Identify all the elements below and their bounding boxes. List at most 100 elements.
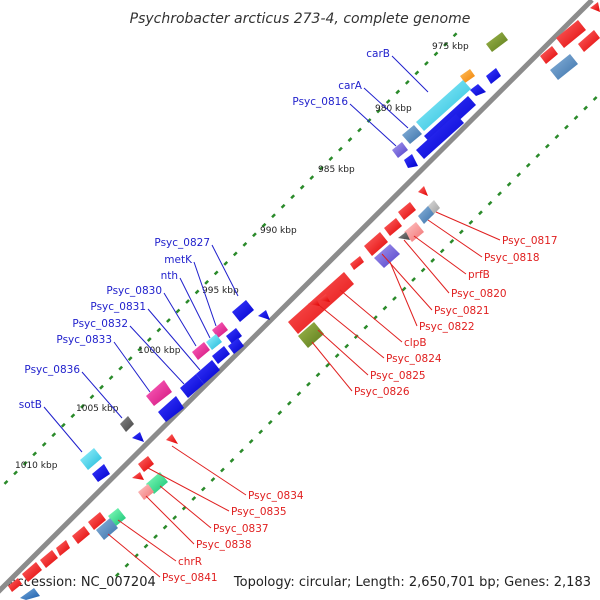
gene-carA[interactable]	[402, 125, 422, 144]
gene-Psyc_0831[interactable]	[196, 360, 220, 384]
gene-red-0818[interactable]	[398, 202, 416, 220]
gene-red-bl-4[interactable]	[40, 550, 58, 568]
tick-mark	[583, 105, 588, 111]
tick-mark	[535, 153, 541, 159]
tick-track-outer	[3, 32, 458, 485]
gene-Psyc_0816[interactable]	[392, 142, 408, 158]
label-Psyc_0825[interactable]: Psyc_0825	[370, 370, 426, 382]
gene-Psyc_0827[interactable]	[232, 300, 254, 322]
tick-mark	[395, 89, 401, 95]
tick-mark	[439, 248, 445, 254]
label-Psyc_0831[interactable]: Psyc_0831	[90, 301, 146, 313]
label-Psyc_0824[interactable]: Psyc_0824	[386, 353, 442, 365]
gene-Psyc_0822[interactable]	[374, 244, 400, 268]
label-nth[interactable]: nth	[161, 270, 178, 282]
label-sotB[interactable]: sotB	[19, 399, 42, 411]
label-Psyc_0820[interactable]: Psyc_0820	[451, 288, 507, 300]
label-Psyc_0817[interactable]: Psyc_0817	[502, 235, 558, 247]
label-Psyc_0822[interactable]: Psyc_0822	[419, 321, 475, 333]
gene-red-tr-2[interactable]	[540, 46, 558, 64]
gene-Psyc_0834[interactable]	[166, 434, 178, 444]
label-chrR[interactable]: chrR	[178, 556, 202, 568]
tick-mark	[267, 419, 273, 425]
label-prfB[interactable]: prfB	[468, 269, 490, 281]
gene-Psyc_0836[interactable]	[120, 416, 134, 432]
scale-label-985: 985 kbp	[318, 165, 355, 175]
gene-prfB[interactable]	[404, 222, 424, 242]
label-Psyc_0835[interactable]: Psyc_0835	[231, 506, 287, 518]
label-Psyc_0830[interactable]: Psyc_0830	[106, 285, 162, 297]
scale-label-990: 990 kbp	[260, 226, 297, 236]
gene-red-tr-4[interactable]	[590, 2, 600, 12]
gene-red-tr-3[interactable]	[578, 30, 600, 52]
label-Psyc_0836[interactable]: Psyc_0836	[24, 364, 80, 376]
label-clpB[interactable]: clpB	[404, 337, 427, 349]
gene-steel-tr[interactable]	[550, 54, 578, 80]
gene-clpB[interactable]	[288, 272, 354, 334]
gene-steel-bl[interactable]	[20, 588, 40, 600]
gene-red-bl-5[interactable]	[22, 562, 42, 582]
gene-red-0822[interactable]	[350, 256, 364, 270]
gene-carB[interactable]	[416, 80, 471, 131]
gene-Psyc_0832[interactable]	[180, 374, 204, 398]
label-Psyc_0818[interactable]: Psyc_0818	[484, 252, 540, 264]
gene-blue-arrow-975[interactable]	[470, 84, 486, 96]
gene-red-bl-2[interactable]	[72, 526, 90, 544]
label-Psyc_0816[interactable]: Psyc_0816	[292, 96, 348, 108]
gene-blue-arrow-0827[interactable]	[258, 310, 270, 320]
label-Psyc_0837[interactable]: Psyc_0837	[213, 523, 269, 535]
gene-Psyc_0826[interactable]	[298, 322, 324, 348]
label-Psyc_0826[interactable]: Psyc_0826	[354, 386, 410, 398]
tick-mark	[242, 241, 248, 247]
gene-olive-975[interactable]	[486, 32, 508, 52]
label-Psyc_0833[interactable]: Psyc_0833	[56, 334, 112, 346]
gene-Psyc_0830[interactable]	[192, 342, 210, 360]
gene-blue-0833[interactable]	[158, 396, 184, 422]
gene-blue-long-b[interactable]	[416, 114, 464, 159]
gene-Psyc_0818[interactable]	[418, 206, 434, 224]
gene-Psyc_0824[interactable]	[318, 294, 330, 302]
label-Psyc_0832[interactable]: Psyc_0832	[72, 318, 128, 330]
gene-blue-metK[interactable]	[226, 328, 242, 344]
label-Psyc_0827[interactable]: Psyc_0827	[154, 237, 210, 249]
label-carA[interactable]: carA	[338, 80, 363, 92]
label-Psyc_0841[interactable]: Psyc_0841	[162, 572, 218, 584]
tick-track-inner	[114, 96, 598, 578]
gene-blue-0830[interactable]	[212, 346, 230, 364]
gene-blue-arrow-0816[interactable]	[404, 154, 418, 168]
gene-Psyc_0838[interactable]	[138, 484, 154, 500]
gene-red-prfB[interactable]	[384, 218, 402, 236]
gene-blue-nth[interactable]	[228, 338, 244, 354]
label-carB[interactable]: carB	[366, 48, 390, 60]
gene-blue-arrow-0836[interactable]	[132, 432, 144, 442]
gene-sotB[interactable]	[80, 448, 102, 470]
gene-red-0837[interactable]	[132, 472, 144, 480]
gene-red-0817[interactable]	[418, 186, 428, 196]
tick-mark	[414, 70, 420, 76]
gene-blue-sotB[interactable]	[92, 464, 110, 482]
reverse-genes	[96, 2, 600, 540]
gene-Psyc_0820[interactable]	[398, 232, 410, 240]
gene-Psyc_0837[interactable]	[146, 472, 168, 494]
gene-nth[interactable]	[206, 334, 222, 350]
label-Psyc_0821[interactable]: Psyc_0821	[434, 305, 490, 317]
tick-mark	[286, 400, 292, 406]
tick-mark	[382, 305, 388, 311]
gene-orange[interactable]	[460, 69, 475, 83]
label-metK[interactable]: metK	[164, 254, 193, 266]
gene-red-small-clpB[interactable]	[308, 298, 320, 306]
gene-red-bl-6[interactable]	[8, 578, 22, 592]
gene-Psyc_0841[interactable]	[96, 518, 118, 540]
callout-line	[179, 277, 211, 339]
gene-blue-small-975[interactable]	[486, 68, 501, 84]
gene-Psyc_0835[interactable]	[138, 456, 154, 472]
gene-Psyc_0821[interactable]	[364, 232, 388, 256]
label-Psyc_0838[interactable]: Psyc_0838	[196, 539, 252, 551]
label-Psyc_0834[interactable]: Psyc_0834	[248, 490, 304, 502]
callout-line	[193, 261, 217, 327]
gene-Psyc_0833[interactable]	[146, 380, 172, 406]
gene-red-bl-1[interactable]	[88, 512, 106, 530]
gene-red-tr-1[interactable]	[556, 20, 586, 48]
gene-red-bl-3[interactable]	[56, 540, 70, 556]
